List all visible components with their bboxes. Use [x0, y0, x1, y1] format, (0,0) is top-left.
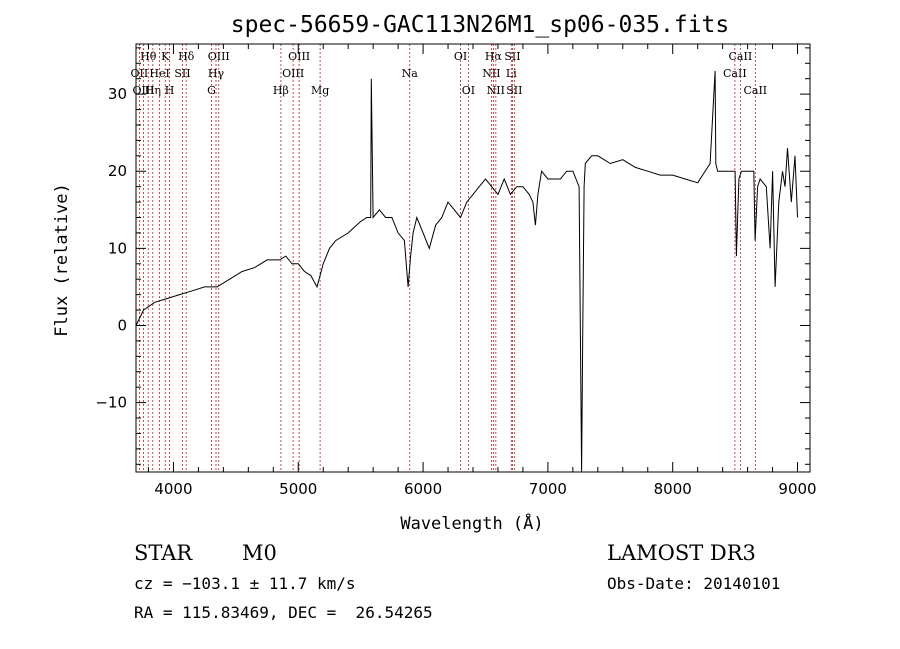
y-tick-label: 20 [108, 162, 127, 180]
x-tick-label: 8000 [654, 480, 692, 498]
marker-label: OI [454, 50, 467, 63]
x-tick-label: 7000 [529, 480, 567, 498]
marker-label: NII [482, 67, 500, 80]
y-tick-label: 30 [108, 85, 127, 103]
marker-label: OI [462, 84, 475, 97]
x-tick-label: 5000 [279, 480, 317, 498]
subclass: M0 [242, 541, 277, 565]
marker-label: Hβ [273, 84, 289, 97]
marker-label: CaII [729, 50, 753, 63]
x-tick-label: 6000 [404, 480, 442, 498]
marker-label: OIII [288, 50, 310, 63]
x-tick-label: 9000 [778, 480, 816, 498]
x-tick-label: 4000 [154, 480, 192, 498]
marker-label: CaII [723, 67, 747, 80]
marker-label: HeI [149, 67, 169, 80]
marker-label: OIII [282, 67, 304, 80]
x-axis-label: Wavelength (Å) [400, 512, 543, 534]
marker-label: SII [174, 67, 190, 80]
y-axis-ticks: −10 0 10 20 30 [95, 47, 810, 465]
marker-label: SII [506, 84, 522, 97]
line-markers: HθOIIOIIIHηHeIKHSIIHδGHγOIIIHβOIIIOIIIMg… [131, 44, 767, 472]
x-axis-ticks: 4000 5000 6000 7000 8000 9000 [147, 44, 817, 498]
y-axis-label: Flux (relative) [52, 183, 72, 337]
y-tick-label: 10 [108, 239, 127, 257]
marker-label: G [207, 84, 216, 97]
marker-label: NII [487, 84, 505, 97]
marker-label: OIII [208, 50, 230, 63]
redshift-velocity: cz = −103.1 ± 11.7 km/s [134, 574, 356, 593]
marker-label: Mg [311, 84, 329, 97]
marker-label: CaII [743, 84, 767, 97]
marker-label: Hδ [178, 50, 195, 63]
y-tick-label: 0 [117, 316, 127, 334]
marker-label: Hθ [140, 50, 157, 63]
marker-label: Hη [145, 84, 161, 97]
chart-title: spec-56659-GAC113N26M1_sp06-035.fits [231, 12, 730, 38]
spectrum-line [135, 70, 798, 473]
marker-label: Hα [485, 50, 503, 63]
observation-date: Obs-Date: 20140101 [607, 574, 781, 593]
marker-label: K [161, 50, 170, 63]
marker-label: OII [131, 67, 149, 80]
marker-label: SII [504, 50, 520, 63]
object-class: STAR [134, 541, 193, 565]
survey-name: LAMOST DR3 [607, 541, 756, 565]
marker-label: Na [402, 67, 419, 80]
plot-frame [135, 43, 811, 473]
marker-label: H [165, 84, 175, 97]
sky-coordinates: RA = 115.83469, DEC = 26.54265 [134, 603, 433, 622]
y-tick-label: −10 [95, 394, 127, 412]
marker-label: Hγ [208, 67, 225, 80]
marker-label: Li [506, 67, 517, 80]
